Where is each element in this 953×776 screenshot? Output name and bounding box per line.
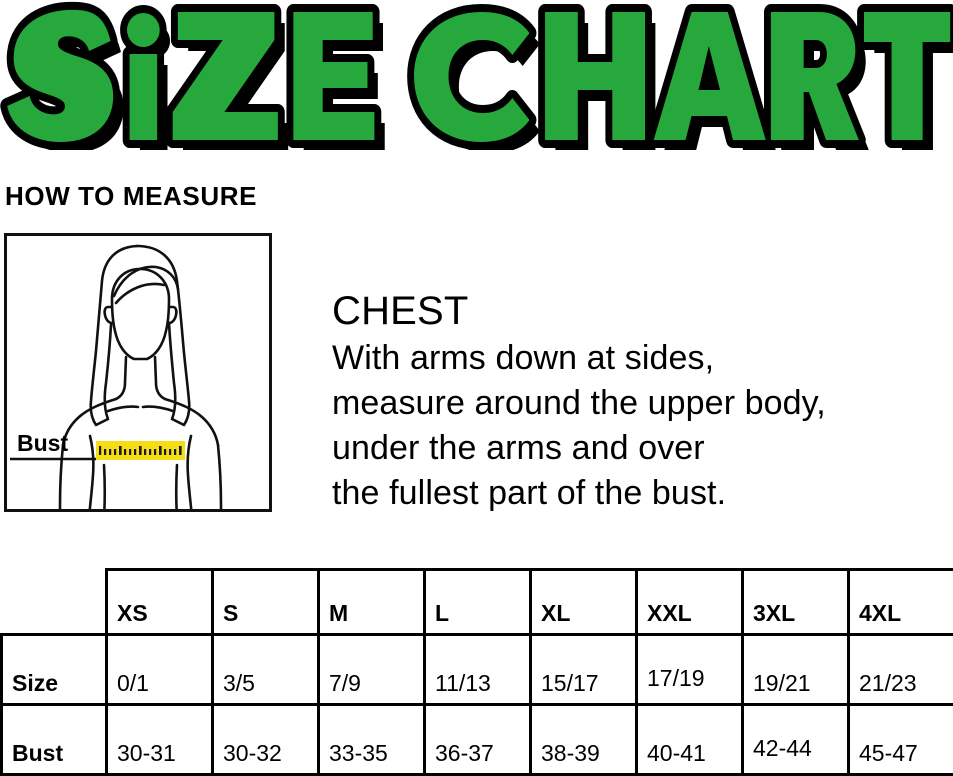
size-chart-title-graphic (0, 0, 953, 150)
table-row-size: Size 0/1 3/5 7/9 11/13 15/17 17/19 19/21… (2, 635, 953, 705)
column-header-xs: XS (107, 570, 213, 635)
table-corner-cell (2, 570, 107, 635)
size-value-m: 7/9 (319, 635, 425, 705)
measure-illustration-panel: Bust (4, 233, 272, 512)
bust-value-4xl: 45-47 (849, 705, 953, 775)
table-row-bust: Bust 30-31 30-32 33-35 36-37 38-39 40-41… (2, 705, 953, 775)
chest-description-text: With arms down at sides, measure around … (332, 336, 932, 516)
how-to-measure-heading: HOW TO MEASURE (5, 183, 257, 209)
chest-line-4: the fullest part of the bust. (332, 471, 932, 516)
bust-value-l: 36-37 (425, 705, 531, 775)
chest-heading: CHEST (332, 288, 932, 334)
size-value-xs: 0/1 (107, 635, 213, 705)
bust-value-xxl: 40-41 (637, 705, 743, 775)
table-header-row: XS S M L XL XXL 3XL 4XL (2, 570, 953, 635)
bust-value-xs: 30-31 (107, 705, 213, 775)
bust-value-s: 30-32 (213, 705, 319, 775)
column-header-4xl: 4XL (849, 570, 953, 635)
column-header-s: S (213, 570, 319, 635)
measuring-tape (96, 441, 185, 460)
chest-line-2: measure around the upper body, (332, 381, 932, 426)
column-header-m: M (319, 570, 425, 635)
size-value-l: 11/13 (425, 635, 531, 705)
column-header-xxl: XXL (637, 570, 743, 635)
size-chart-table: XS S M L XL XXL 3XL 4XL Size 0/1 3/5 7/9… (0, 568, 953, 776)
size-chart-title-banner (0, 0, 953, 150)
column-header-xl: XL (531, 570, 637, 635)
size-value-xl: 15/17 (531, 635, 637, 705)
bust-value-3xl: 42-44 (743, 705, 849, 775)
size-table-container: XS S M L XL XXL 3XL 4XL Size 0/1 3/5 7/9… (0, 568, 953, 776)
column-header-l: L (425, 570, 531, 635)
size-value-xxl: 17/19 (637, 635, 743, 705)
chest-line-3: under the arms and over (332, 426, 932, 471)
size-value-3xl: 19/21 (743, 635, 849, 705)
chest-line-1: With arms down at sides, (332, 336, 932, 381)
chest-description-block: CHEST With arms down at sides, measure a… (332, 288, 932, 516)
bust-caption-label: Bust (17, 432, 68, 455)
size-value-s: 3/5 (213, 635, 319, 705)
size-value-4xl: 21/23 (849, 635, 953, 705)
row-label-size: Size (2, 635, 107, 705)
bust-value-xl: 38-39 (531, 705, 637, 775)
bust-value-m: 33-35 (319, 705, 425, 775)
column-header-3xl: 3XL (743, 570, 849, 635)
female-torso-figure (4, 233, 272, 512)
row-label-bust: Bust (2, 705, 107, 775)
